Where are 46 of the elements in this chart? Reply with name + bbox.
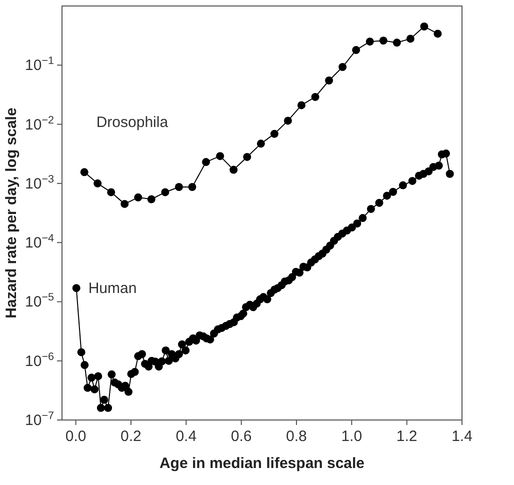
point — [338, 63, 347, 72]
series-label: Human — [88, 280, 137, 298]
point — [270, 130, 278, 138]
point — [174, 183, 183, 192]
x-tick-label: 0.0 — [65, 428, 86, 445]
point — [392, 38, 401, 47]
point — [406, 34, 414, 43]
x-tick-label: 0.6 — [230, 428, 252, 445]
point — [352, 46, 360, 54]
point — [311, 92, 320, 101]
x-tick-label: 1.0 — [341, 428, 362, 445]
point — [147, 195, 156, 204]
point — [134, 193, 142, 202]
point — [80, 168, 88, 176]
x-tick-label: 0.4 — [176, 428, 197, 445]
point — [230, 166, 238, 174]
y-tick-label: 10$^{−5}$ — [25, 292, 54, 311]
point — [284, 116, 292, 125]
point — [120, 200, 129, 208]
x-tick-label: 1.2 — [396, 428, 418, 445]
y-tick-label: 10$^{−6}$ — [25, 350, 54, 370]
y-tick-label: 10$^{−3}$ — [25, 173, 54, 192]
point — [107, 188, 116, 196]
point — [94, 179, 102, 188]
y-tick-label: 10$^{−7}$ — [25, 410, 54, 429]
point — [325, 76, 334, 84]
point — [161, 188, 170, 196]
point — [188, 183, 196, 192]
point — [434, 30, 442, 38]
point — [202, 158, 210, 166]
y-tick-label: 10$^{−1}$ — [25, 55, 54, 74]
point — [243, 152, 252, 161]
y-axis-title: Hazard rate per day, log scale — [3, 108, 20, 318]
text: Drosophila — [96, 114, 169, 132]
point — [256, 140, 265, 148]
x-tick-label: 0.8 — [286, 428, 307, 445]
x-tick-label: 0.2 — [120, 428, 142, 445]
point — [216, 152, 224, 160]
x-axis-title: Age in median lifespan scale — [159, 455, 365, 472]
x-tick-label: 1.4 — [452, 428, 472, 445]
point — [297, 101, 306, 110]
point — [366, 38, 374, 46]
point — [420, 22, 428, 31]
y-tick-label: 10$^{−4}$ — [25, 232, 54, 252]
y-tick-label: 10$^{−2}$ — [25, 114, 54, 134]
point — [379, 36, 388, 45]
